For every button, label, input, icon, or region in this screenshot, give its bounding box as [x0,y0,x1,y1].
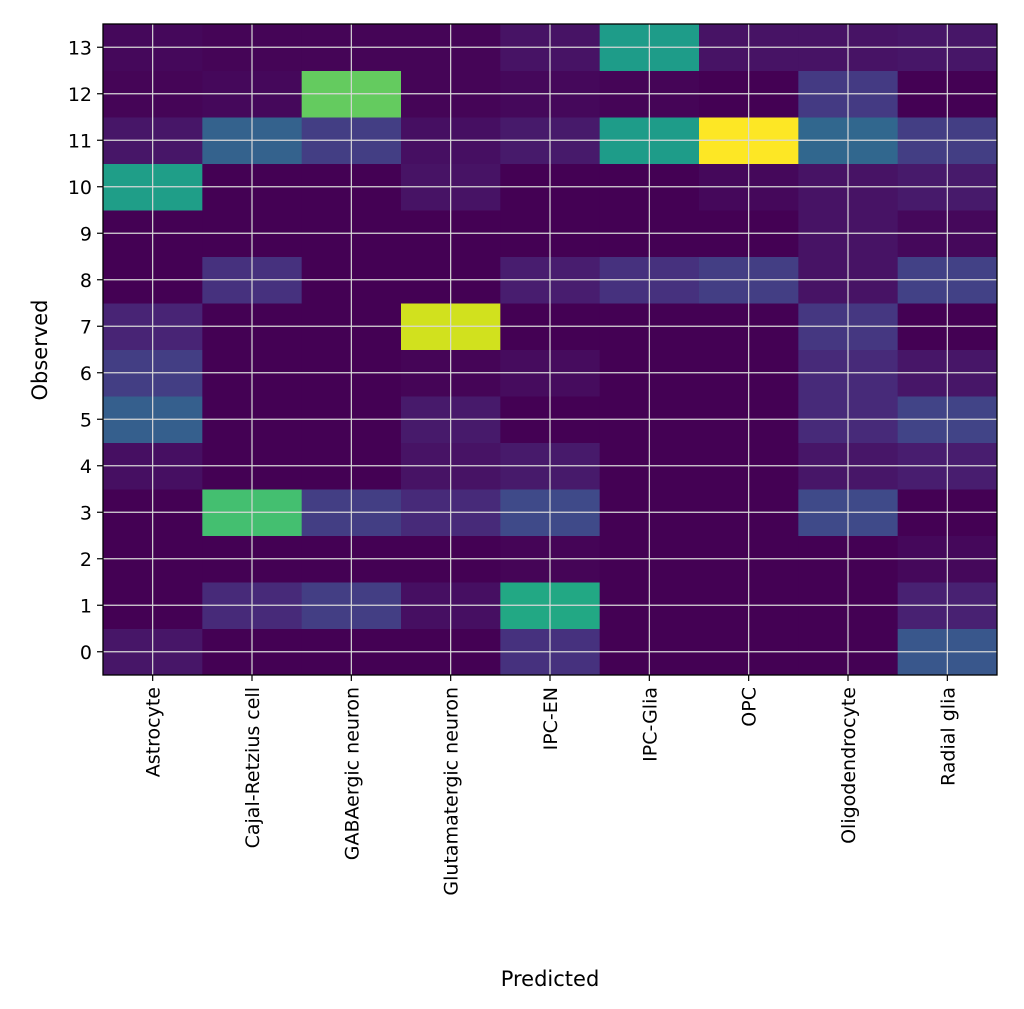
x-tick-label: Cajal-Retzius cell [242,687,264,848]
y-tick-label: 8 [80,270,92,292]
x-tick-label: IPC-Glia [639,687,661,762]
y-tick-label: 4 [80,456,92,478]
x-tick-label: IPC-EN [540,687,562,750]
x-tick-label: Astrocyte [143,687,165,777]
y-tick-label: 12 [68,84,92,106]
y-tick-label: 2 [80,549,92,571]
y-tick-label: 11 [68,130,92,152]
y-tick-label: 10 [68,177,92,199]
x-tick-label: OPC [739,687,761,727]
x-axis-ticks: Astrocyte Cajal-Retzius cell GABAergic neu… [143,675,959,896]
y-tick-label: 13 [68,37,92,59]
y-tick-label: 6 [80,363,92,385]
x-tick-label: Glutamatergic neuron [441,687,463,896]
y-tick-label: 1 [80,595,92,617]
grid-lines [103,24,997,675]
y-tick-label: 3 [80,502,92,524]
y-axis-label: Observed [28,299,52,400]
x-axis-label: Predicted [501,967,600,991]
y-tick-label: 7 [80,316,92,338]
y-tick-label: 5 [80,409,92,431]
x-tick-label: Oligodendrocyte [838,687,860,844]
y-tick-label: 0 [80,642,92,664]
x-tick-label: Radial glia [937,687,959,786]
y-tick-label: 9 [80,223,92,245]
x-tick-label: GABAergic neuron [341,687,363,860]
